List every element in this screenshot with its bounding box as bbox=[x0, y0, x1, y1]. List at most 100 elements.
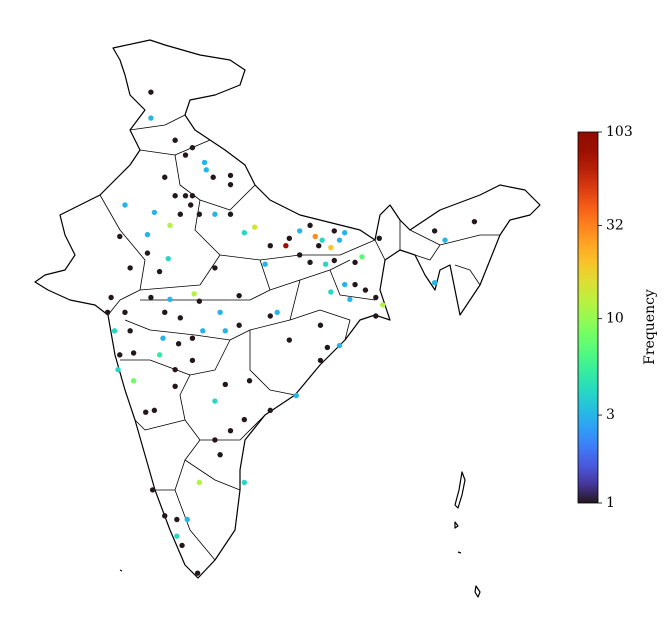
state-borders bbox=[99, 114, 500, 561]
data-point bbox=[179, 542, 185, 549]
data-point bbox=[172, 366, 178, 373]
data-point bbox=[331, 228, 337, 234]
data-point bbox=[236, 322, 242, 328]
data-point bbox=[262, 261, 268, 267]
points bbox=[104, 89, 478, 576]
data-point bbox=[144, 231, 151, 238]
data-point bbox=[274, 309, 280, 315]
data-point bbox=[217, 452, 223, 458]
data-point bbox=[196, 211, 203, 217]
data-point bbox=[227, 211, 234, 217]
data-point bbox=[222, 328, 228, 334]
data-point bbox=[316, 243, 322, 249]
data-point bbox=[172, 193, 178, 199]
data-point bbox=[177, 211, 184, 217]
data-point bbox=[376, 235, 382, 241]
data-point bbox=[104, 309, 111, 315]
data-point bbox=[175, 341, 182, 347]
colorbar-label: Frequency bbox=[642, 289, 658, 365]
data-point bbox=[149, 487, 156, 493]
data-point bbox=[196, 298, 203, 304]
data-point bbox=[341, 230, 348, 236]
data-point bbox=[471, 218, 478, 225]
data-point bbox=[319, 237, 325, 243]
data-point bbox=[194, 570, 201, 576]
data-point bbox=[167, 296, 173, 303]
data-point bbox=[160, 335, 166, 341]
islands bbox=[119, 471, 481, 598]
data-point bbox=[167, 222, 173, 229]
data-point bbox=[352, 259, 358, 266]
data-point bbox=[174, 533, 180, 539]
data-point bbox=[210, 174, 216, 180]
data-point bbox=[227, 181, 234, 188]
data-point bbox=[162, 174, 168, 180]
data-point bbox=[148, 89, 154, 95]
india-map bbox=[34, 39, 541, 598]
data-point bbox=[267, 407, 273, 414]
data-point bbox=[111, 328, 118, 334]
data-point bbox=[117, 233, 123, 240]
data-point bbox=[130, 378, 137, 384]
data-point bbox=[117, 352, 123, 358]
data-point bbox=[189, 357, 196, 364]
data-point bbox=[162, 309, 168, 315]
data-point bbox=[317, 322, 324, 328]
data-point bbox=[307, 259, 313, 266]
data-point bbox=[286, 337, 293, 343]
data-point bbox=[217, 309, 223, 315]
data-point bbox=[130, 350, 137, 356]
data-point bbox=[151, 209, 158, 216]
data-point bbox=[203, 167, 209, 173]
colorbar-tick-label: 32 bbox=[606, 218, 624, 234]
colorbar bbox=[577, 131, 599, 504]
data-point bbox=[182, 193, 189, 199]
data-point bbox=[236, 292, 242, 299]
data-point bbox=[189, 335, 196, 341]
colorbar-tick-label: 10 bbox=[606, 311, 624, 327]
data-point bbox=[359, 254, 365, 260]
data-point bbox=[336, 237, 343, 243]
data-point bbox=[222, 381, 228, 388]
data-point bbox=[362, 287, 369, 293]
data-point bbox=[317, 357, 324, 364]
data-point bbox=[227, 172, 234, 179]
colorbar-tick-label: 3 bbox=[606, 407, 615, 423]
data-point bbox=[174, 516, 180, 523]
data-point bbox=[267, 243, 273, 249]
data-point bbox=[127, 328, 133, 334]
data-point bbox=[122, 202, 128, 208]
data-point bbox=[267, 313, 273, 319]
data-point bbox=[373, 313, 379, 319]
data-point bbox=[252, 224, 258, 230]
data-point bbox=[108, 294, 114, 301]
data-point bbox=[184, 516, 190, 523]
data-point bbox=[283, 243, 289, 249]
data-point bbox=[241, 416, 248, 423]
data-point bbox=[172, 383, 178, 389]
data-point bbox=[331, 257, 337, 264]
data-point bbox=[200, 328, 206, 334]
data-point bbox=[293, 392, 299, 399]
data-point bbox=[212, 437, 218, 443]
data-point bbox=[148, 115, 154, 121]
data-point bbox=[373, 294, 379, 301]
data-point bbox=[172, 137, 178, 143]
data-point bbox=[296, 228, 303, 234]
data-point bbox=[322, 261, 329, 267]
data-point bbox=[144, 250, 151, 256]
data-point bbox=[312, 233, 318, 240]
data-point bbox=[151, 407, 158, 414]
data-point bbox=[177, 315, 184, 321]
data-point bbox=[148, 294, 154, 301]
data-point bbox=[227, 428, 234, 434]
data-point bbox=[189, 144, 196, 151]
data-point bbox=[201, 159, 208, 166]
data-point bbox=[122, 309, 128, 315]
data-point bbox=[352, 281, 358, 288]
data-point bbox=[191, 291, 197, 297]
data-point bbox=[328, 289, 334, 295]
data-point bbox=[188, 202, 194, 208]
data-point bbox=[162, 513, 168, 519]
